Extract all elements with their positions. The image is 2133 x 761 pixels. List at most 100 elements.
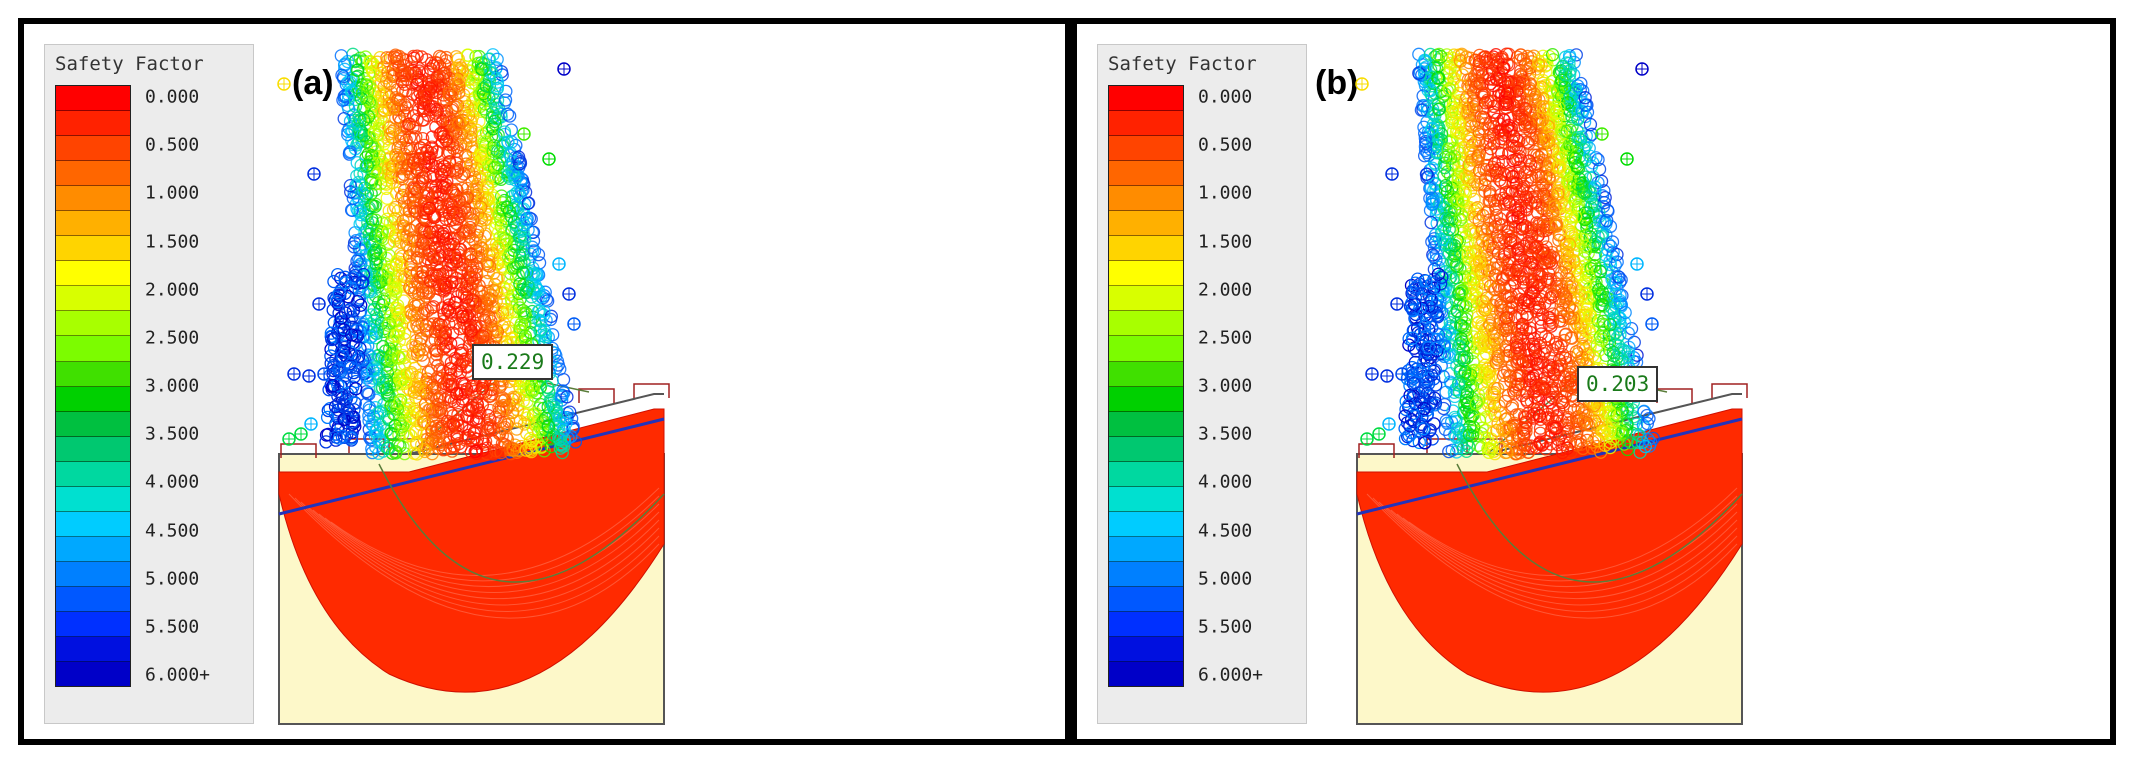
slip-arc-line bbox=[1366, 493, 1738, 619]
trial-centre bbox=[343, 114, 358, 128]
trial-centre bbox=[514, 317, 528, 331]
trial-centre bbox=[467, 431, 481, 445]
trial-centre bbox=[444, 114, 458, 128]
trial-centre bbox=[1520, 49, 1535, 64]
trial-centre bbox=[415, 146, 430, 160]
trial-centre bbox=[1514, 327, 1529, 341]
legend-swatch bbox=[56, 586, 130, 612]
trial-centre-cross bbox=[313, 298, 325, 310]
legend-swatch bbox=[56, 236, 130, 262]
trial-centre bbox=[390, 402, 405, 416]
trial-centre bbox=[487, 139, 501, 153]
trial-centre bbox=[380, 441, 395, 455]
trial-centre bbox=[1482, 264, 1496, 278]
trial-centre bbox=[427, 80, 441, 94]
trial-centre bbox=[489, 112, 504, 126]
trial-centre bbox=[468, 271, 482, 286]
trial-centre bbox=[363, 54, 377, 69]
trial-centre bbox=[475, 62, 489, 76]
trial-centre bbox=[466, 213, 480, 227]
trial-centre bbox=[452, 58, 467, 72]
legend-swatch bbox=[56, 486, 130, 512]
trial-centre bbox=[398, 270, 412, 284]
trial-centre bbox=[336, 349, 350, 364]
slip-arc-line bbox=[306, 505, 660, 599]
legend-tick-label: 4.500 bbox=[145, 520, 200, 541]
trial-centre bbox=[341, 127, 355, 142]
trial-centre bbox=[443, 362, 458, 376]
trial-centre bbox=[494, 172, 508, 186]
trial-centre bbox=[359, 360, 374, 374]
trial-centre bbox=[361, 84, 375, 99]
trial-centre bbox=[382, 204, 396, 218]
trial-centre bbox=[428, 333, 442, 347]
slip-surface-zone bbox=[1356, 408, 1743, 693]
trial-centre bbox=[463, 271, 477, 285]
trial-centre bbox=[462, 72, 476, 86]
trial-centre bbox=[440, 174, 454, 188]
trial-centre bbox=[484, 389, 498, 403]
trial-centre bbox=[501, 169, 515, 183]
trial-centre bbox=[1528, 196, 1543, 210]
trial-centre bbox=[1491, 349, 1505, 363]
trial-centre bbox=[459, 131, 473, 145]
trial-centre bbox=[390, 255, 404, 269]
trial-centre bbox=[397, 350, 411, 365]
trial-centre bbox=[373, 405, 387, 419]
legend-swatch bbox=[56, 211, 130, 237]
trial-centre bbox=[490, 52, 504, 66]
trial-centre bbox=[1506, 419, 1520, 433]
trial-centre bbox=[475, 381, 489, 396]
trial-centre bbox=[403, 165, 417, 180]
trial-centre bbox=[1569, 48, 1583, 62]
legend-tick-label: 5.500 bbox=[145, 616, 200, 638]
trial-centre-cross bbox=[518, 128, 530, 140]
trial-centre bbox=[426, 59, 441, 73]
trial-centre bbox=[474, 211, 488, 225]
trial-centre bbox=[1578, 229, 1592, 243]
legend-swatch bbox=[56, 336, 130, 362]
trial-centre bbox=[457, 167, 471, 181]
trial-centre bbox=[469, 446, 484, 461]
legend-swatch bbox=[56, 186, 130, 212]
legend-swatch bbox=[1109, 386, 1183, 412]
trial-centre bbox=[427, 275, 442, 289]
trial-centre bbox=[340, 401, 355, 416]
trial-centre bbox=[491, 240, 505, 255]
trial-centre bbox=[557, 422, 571, 437]
trial-centre bbox=[523, 431, 537, 446]
trial-centre bbox=[1437, 201, 1451, 216]
trial-centre bbox=[354, 158, 368, 172]
trial-centre bbox=[510, 414, 524, 428]
trial-centre bbox=[383, 76, 397, 91]
trial-centre bbox=[411, 298, 425, 312]
water-table-line bbox=[278, 417, 665, 516]
trial-centre bbox=[505, 164, 520, 179]
trial-centre bbox=[399, 84, 413, 98]
trial-centre bbox=[442, 378, 456, 392]
trial-centre bbox=[387, 234, 401, 248]
legend-tick-label: 2.500 bbox=[1198, 327, 1253, 349]
trial-centre bbox=[454, 387, 468, 401]
trial-centre bbox=[1545, 381, 1559, 395]
trial-centre bbox=[341, 410, 355, 424]
trial-centre bbox=[510, 422, 524, 436]
trial-centre bbox=[344, 348, 359, 362]
trial-centre bbox=[411, 306, 425, 320]
legend-color-bar bbox=[1108, 85, 1184, 687]
trial-centre bbox=[483, 421, 497, 436]
trial-centre bbox=[410, 90, 425, 104]
trial-centre bbox=[382, 325, 397, 339]
legend-tick-label: 3.500 bbox=[1198, 423, 1253, 445]
slip-arc-line bbox=[294, 497, 660, 612]
trial-centre bbox=[1441, 324, 1455, 338]
legend-swatch bbox=[1109, 436, 1183, 462]
trial-centre bbox=[431, 404, 445, 418]
trial-centre bbox=[444, 308, 459, 323]
trial-centre bbox=[496, 401, 510, 416]
trial-centre bbox=[439, 280, 453, 294]
trial-centre bbox=[1515, 322, 1529, 336]
trial-centre bbox=[345, 328, 359, 342]
trial-centre bbox=[343, 179, 357, 193]
slip-arc-line bbox=[312, 509, 660, 593]
